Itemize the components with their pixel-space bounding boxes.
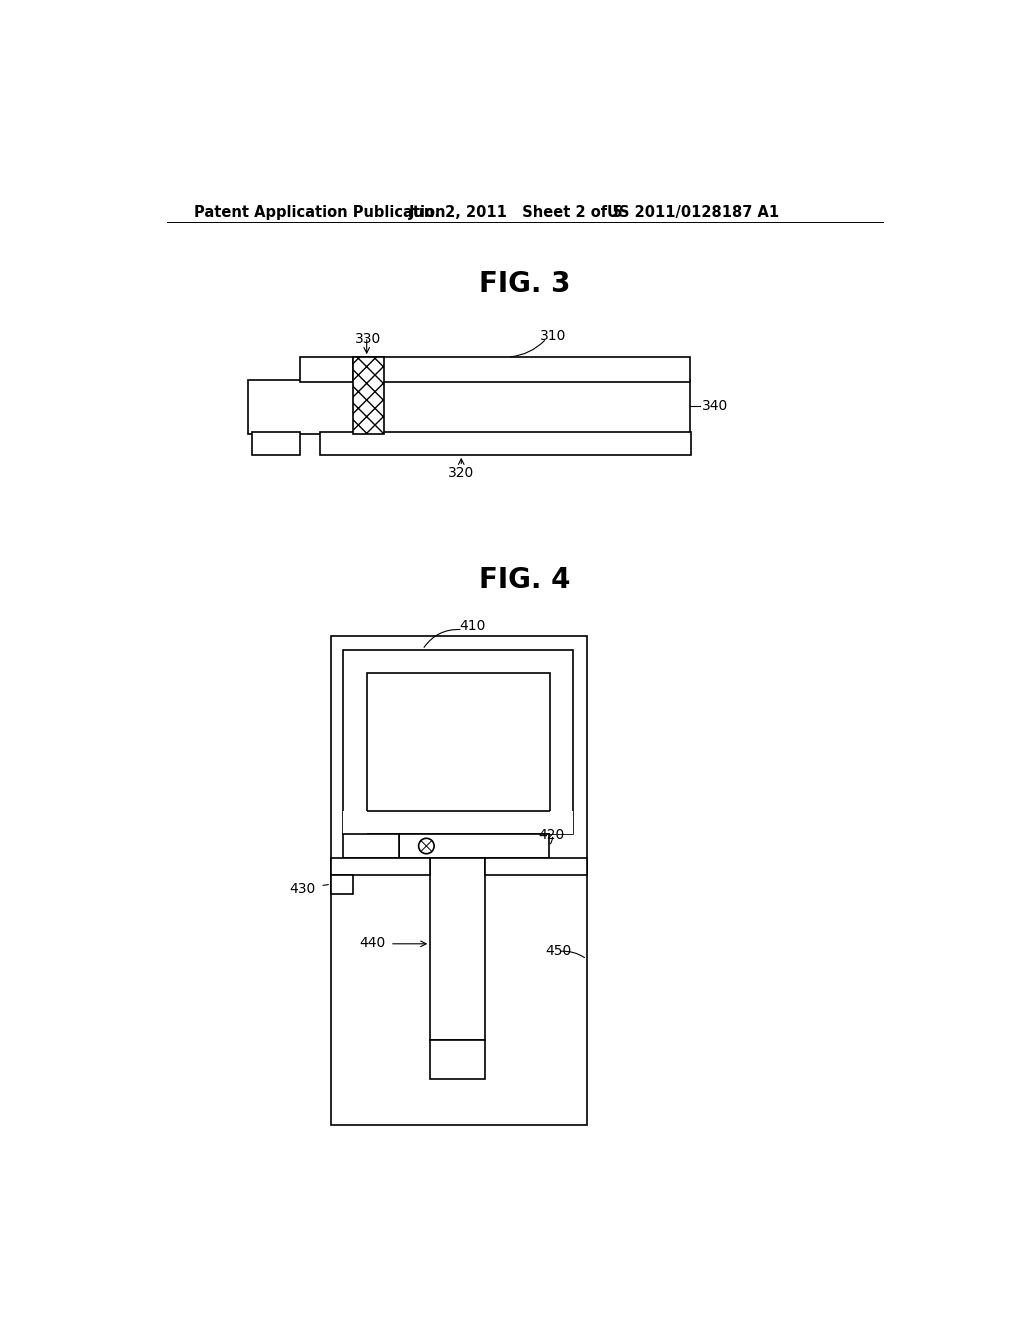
Bar — [399, 834, 549, 858]
Text: 410: 410 — [460, 619, 486, 632]
Bar — [331, 875, 352, 894]
Bar — [300, 358, 352, 381]
Text: 330: 330 — [355, 331, 381, 346]
Text: 420: 420 — [539, 829, 565, 842]
Text: 340: 340 — [701, 400, 728, 413]
Bar — [331, 636, 587, 1125]
Bar — [352, 358, 384, 434]
Text: US 2011/0128187 A1: US 2011/0128187 A1 — [607, 205, 779, 219]
Text: FIG. 3: FIG. 3 — [479, 271, 570, 298]
Bar — [331, 858, 430, 875]
Bar — [430, 858, 484, 1040]
Bar — [484, 858, 587, 875]
Text: 440: 440 — [359, 936, 385, 950]
Bar — [343, 649, 572, 834]
Circle shape — [419, 838, 434, 854]
Text: FIG. 4: FIG. 4 — [479, 566, 570, 594]
Text: Patent Application Publication: Patent Application Publication — [194, 205, 445, 219]
Text: Jun. 2, 2011   Sheet 2 of 5: Jun. 2, 2011 Sheet 2 of 5 — [409, 205, 623, 219]
Text: 430: 430 — [289, 882, 315, 896]
Bar — [252, 432, 300, 455]
Bar — [343, 812, 367, 834]
Bar — [367, 673, 550, 812]
Text: 320: 320 — [449, 466, 474, 480]
Text: 310: 310 — [541, 330, 566, 343]
Bar — [343, 834, 399, 858]
Bar — [352, 358, 690, 381]
Bar — [430, 1040, 484, 1078]
Bar — [550, 812, 572, 834]
Text: 450: 450 — [545, 944, 571, 958]
Bar — [248, 380, 690, 434]
Bar — [321, 432, 690, 455]
